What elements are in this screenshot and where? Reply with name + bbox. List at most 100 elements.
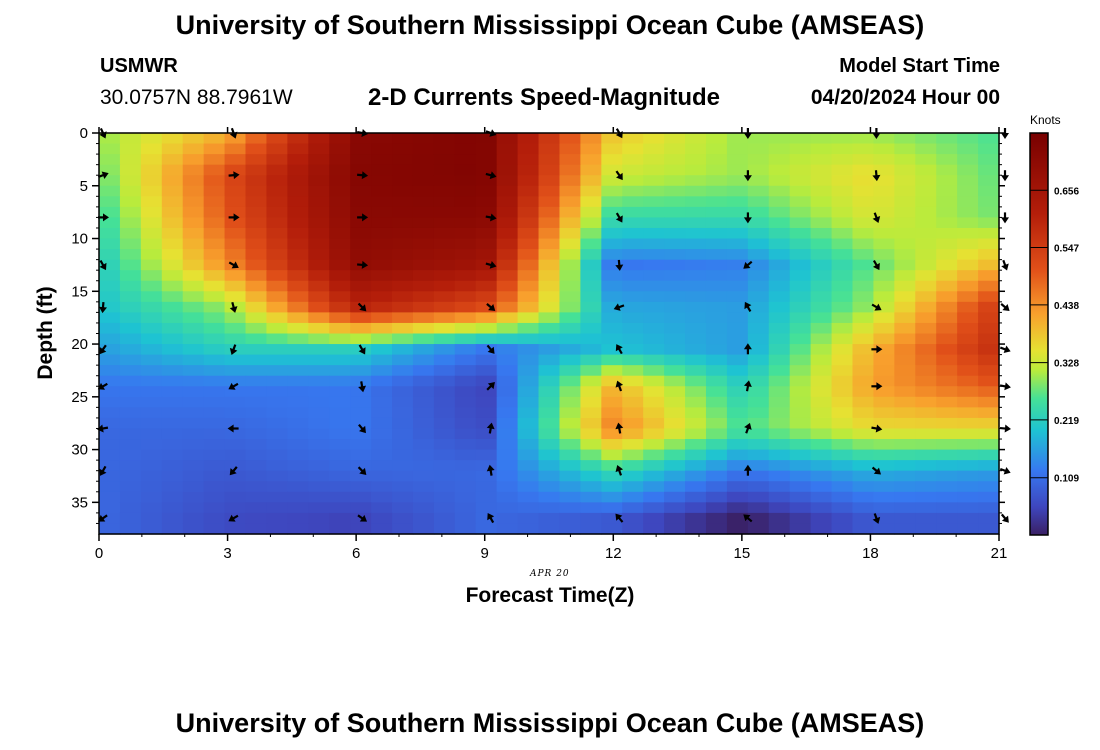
- heatmap-cell: [726, 470, 749, 482]
- heatmap-cell: [182, 428, 205, 440]
- heatmap-cell: [475, 523, 498, 535]
- heatmap-cell: [245, 491, 268, 503]
- heatmap-cell: [580, 249, 602, 261]
- heatmap-cell: [873, 133, 895, 145]
- heatmap-cell: [245, 227, 268, 240]
- heatmap-cell: [224, 196, 247, 208]
- heatmap-cell: [915, 386, 937, 398]
- heatmap-cell: [957, 249, 979, 261]
- heatmap-cell: [685, 164, 707, 176]
- heatmap-cell: [203, 227, 226, 240]
- heatmap-cell: [266, 386, 288, 398]
- heatmap-cell: [350, 312, 372, 324]
- current-vector-arrow: [872, 170, 881, 182]
- heatmap-cell: [203, 417, 226, 430]
- heatmap-cell: [496, 249, 519, 261]
- current-vector-arrow: [999, 345, 1011, 354]
- heatmap-cell: [559, 417, 581, 430]
- heatmap-cell: [789, 164, 812, 176]
- heatmap-cell: [99, 407, 121, 419]
- heatmap-cell: [643, 143, 665, 155]
- heatmap-cell: [747, 143, 770, 155]
- heatmap-cell: [685, 312, 707, 324]
- heatmap-cell: [392, 407, 414, 419]
- heatmap-cell: [308, 206, 330, 219]
- heatmap-cell: [266, 217, 288, 229]
- heatmap-cell: [873, 375, 895, 387]
- heatmap-cell: [350, 491, 372, 503]
- heatmap-cell: [308, 280, 330, 292]
- heatmap-cell: [957, 460, 979, 472]
- heatmap-cell: [517, 206, 540, 219]
- heatmap-cell: [936, 175, 958, 187]
- heatmap-cell: [915, 333, 937, 345]
- arrow-head: [876, 382, 883, 391]
- current-vector-arrow: [358, 423, 366, 434]
- heatmap-cell: [392, 439, 414, 451]
- heatmap-cell: [685, 333, 707, 345]
- heatmap-cell: [873, 143, 895, 155]
- heatmap-cell: [182, 175, 205, 187]
- heatmap-cell: [392, 512, 414, 525]
- heatmap-cell: [622, 301, 644, 313]
- heatmap-cell: [140, 143, 163, 155]
- heatmap-cell: [350, 238, 372, 250]
- heatmap-cell: [538, 428, 561, 440]
- heatmap-cell: [287, 133, 309, 145]
- heatmap-cell: [580, 439, 602, 451]
- heatmap-cell: [747, 291, 770, 303]
- heatmap-cell: [789, 175, 812, 187]
- heatmap-cell: [580, 291, 602, 303]
- heatmap-cell: [559, 270, 581, 282]
- heatmap-cell: [559, 354, 581, 366]
- heatmap-cell: [978, 396, 1000, 408]
- heatmap-cell: [852, 481, 875, 493]
- heatmap-cell: [726, 449, 749, 461]
- heatmap-cell: [517, 322, 540, 335]
- heatmap-cell: [119, 407, 142, 419]
- heatmap-cell: [140, 365, 163, 377]
- heatmap-cell: [454, 481, 477, 493]
- heatmap-cell: [873, 322, 895, 335]
- current-vector-arrow: [615, 170, 623, 181]
- heatmap-cell: [685, 470, 707, 482]
- heatmap-cell: [140, 502, 163, 514]
- heatmap-cell: [643, 133, 665, 145]
- heatmap-cell: [747, 417, 770, 430]
- current-vector-arrow: [999, 466, 1011, 475]
- heatmap-cell: [831, 301, 854, 313]
- heatmap-cell: [140, 428, 163, 440]
- heatmap-cell: [308, 417, 330, 430]
- heatmap-cell: [831, 196, 854, 208]
- arrow-head: [1001, 217, 1009, 224]
- current-vector-arrow: [229, 466, 238, 476]
- heatmap-cell: [350, 407, 372, 419]
- heatmap-cell: [350, 227, 372, 240]
- heatmap-cell: [308, 238, 330, 250]
- heatmap-cell: [99, 154, 121, 166]
- heatmap-cell: [371, 417, 393, 430]
- heatmap-cell: [852, 470, 875, 482]
- heatmap-cell: [475, 375, 498, 387]
- heatmap-cell: [894, 206, 916, 219]
- heatmap-cell: [140, 154, 163, 166]
- heatmap-cell: [475, 227, 498, 240]
- arrow-head: [359, 425, 366, 434]
- heatmap-cell: [978, 312, 1000, 324]
- heatmap-cell: [685, 439, 707, 451]
- heatmap-cell: [559, 333, 581, 345]
- heatmap-cell: [140, 217, 163, 229]
- arrow-head: [875, 424, 883, 433]
- heatmap-cell: [496, 333, 519, 345]
- heatmap-cell: [831, 470, 854, 482]
- heatmap-cell: [559, 512, 581, 525]
- heatmap-cell: [182, 280, 205, 292]
- heatmap-cell: [580, 143, 602, 155]
- arrow-head: [873, 467, 881, 475]
- heatmap-cell: [915, 344, 937, 356]
- heatmap-cell: [350, 354, 372, 366]
- heatmap-cell: [957, 512, 979, 525]
- heatmap-cell: [454, 439, 477, 451]
- heatmap-cell: [789, 523, 812, 535]
- heatmap-cell: [601, 301, 623, 313]
